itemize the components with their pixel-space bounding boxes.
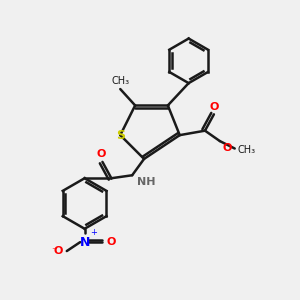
Text: +: + — [90, 228, 97, 237]
Text: NH: NH — [136, 177, 155, 187]
Text: O: O — [209, 102, 219, 112]
Text: CH₃: CH₃ — [111, 76, 129, 85]
Text: O: O — [106, 237, 116, 247]
Text: CH₃: CH₃ — [237, 145, 255, 155]
Text: O: O — [222, 143, 232, 154]
Text: O: O — [54, 246, 63, 256]
Text: N: N — [80, 236, 90, 249]
Text: S: S — [116, 129, 125, 142]
Text: O: O — [96, 149, 106, 159]
Text: ⁻: ⁻ — [51, 246, 57, 256]
